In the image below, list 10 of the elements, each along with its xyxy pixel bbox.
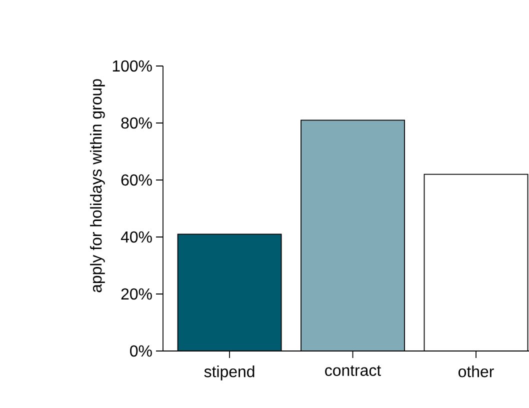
x-tick-label: stipend <box>204 366 254 380</box>
y-tick-label: 60% <box>121 174 152 186</box>
y-tick-label: 80% <box>121 117 152 129</box>
x-tick-label: contract <box>325 366 382 376</box>
y-tick-label: 20% <box>121 288 152 300</box>
y-tick-label: 40% <box>120 231 152 243</box>
y-tick-label: 100% <box>112 60 152 72</box>
y-tick-label: 0% <box>130 345 152 357</box>
x-tick-label: other <box>458 366 494 378</box>
y-axis-title: apply for holidays within group <box>90 79 105 292</box>
